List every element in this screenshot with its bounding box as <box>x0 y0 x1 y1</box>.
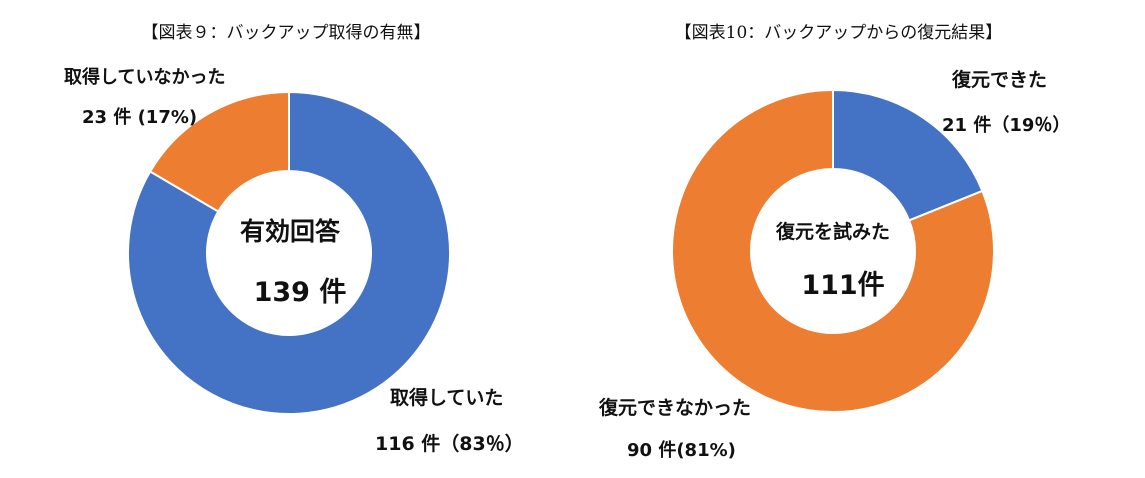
chart-title: 【図表10：バックアップからの復元結果】 <box>674 23 1003 43</box>
center-label: 有効回答 <box>239 217 340 246</box>
donut-chart <box>671 88 995 413</box>
data-label: 90 件(81%) <box>627 440 736 461</box>
slices <box>671 88 995 413</box>
category-label: 取得していなかった <box>64 67 226 88</box>
chart-figure-10: 【図表10：バックアップからの復元結果】 復元を試みた 111件 復元できた 2… <box>572 0 1145 478</box>
donut-slice-2 <box>148 90 290 213</box>
data-label: 21 件（19％） <box>942 115 1071 136</box>
center-value: 139 件 <box>253 277 347 308</box>
chart-title: 【図表９：バックアップ取得の有無】 <box>141 23 431 43</box>
donut-slice-1 <box>832 88 984 222</box>
chart-figure-9: 【図表９：バックアップ取得の有無】 有効回答 139 件 取得していなかった 2… <box>0 0 572 478</box>
donut-slice-1 <box>127 90 451 415</box>
donut-slice-2 <box>671 88 995 413</box>
slices <box>127 90 451 415</box>
donut-chart <box>127 90 451 415</box>
category-label: 復元できた <box>952 69 1048 91</box>
data-label: 116 件（83％） <box>375 433 524 455</box>
center-value: 111件 <box>801 270 885 301</box>
category-label: 復元できなかった <box>599 397 752 419</box>
category-label: 取得していた <box>390 387 504 409</box>
center-label: 復元を試みた <box>775 221 890 243</box>
data-label: 23 件 (17%) <box>82 107 198 128</box>
